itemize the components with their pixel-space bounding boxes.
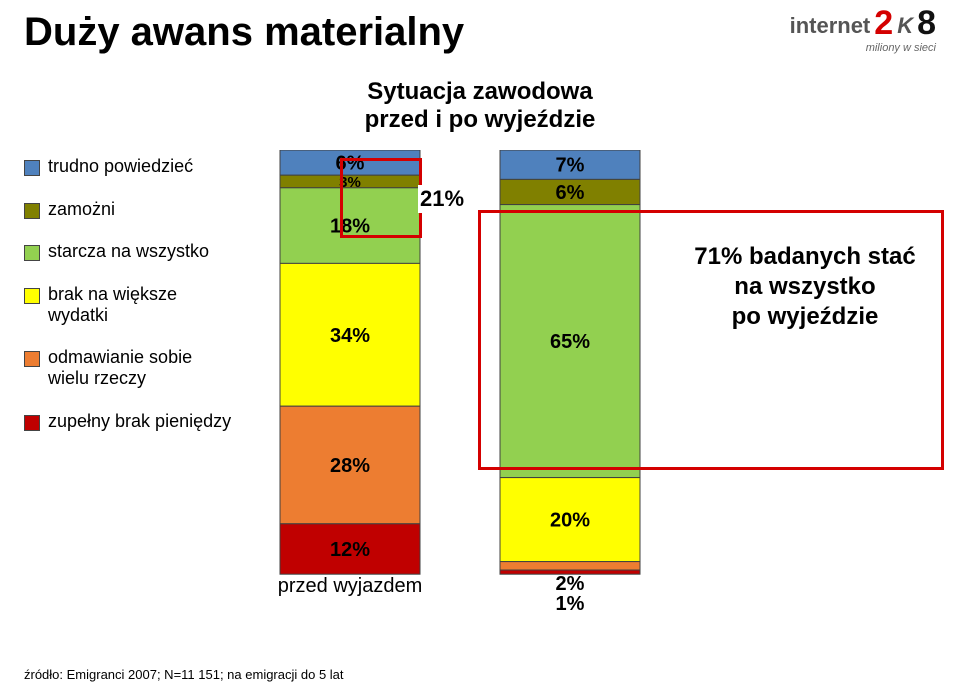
source-text: źródło: Emigranci 2007; N=11 151; na emi… (24, 667, 344, 682)
legend-label: odmawianie sobie wielu rzeczy (48, 347, 234, 388)
callout-21pct: 21% (418, 185, 466, 213)
legend-item: zupełny brak pieniędzy (24, 411, 234, 432)
legend-swatch (24, 245, 40, 261)
chart-subtitle: Sytuacja zawodowaprzed i po wyjeździe (300, 78, 660, 134)
segment-label: 7% (556, 155, 585, 177)
bar-segment (500, 562, 640, 570)
page-title: Duży awans materialny (24, 10, 464, 55)
segment-label: 28% (330, 455, 370, 477)
legend-label: zupełny brak pieniędzy (48, 411, 231, 432)
segment-label: 6% (556, 182, 585, 204)
bar-segment (500, 570, 640, 574)
segment-label: 1% (556, 593, 585, 610)
legend-item: trudno powiedzieć (24, 156, 234, 177)
callout-box (340, 158, 422, 238)
legend-swatch (24, 288, 40, 304)
logo-two: 2 (874, 4, 893, 43)
legend-label: trudno powiedzieć (48, 156, 193, 177)
legend-label: zamożni (48, 199, 115, 220)
legend-label: starcza na wszystko (48, 241, 209, 262)
legend-item: zamożni (24, 199, 234, 220)
segment-label: 12% (330, 539, 370, 561)
legend-item: odmawianie sobie wielu rzeczy (24, 347, 234, 388)
legend: trudno powiedzieć zamożni starcza na wszys… (24, 156, 234, 454)
callout-text: 71% badanych staćna wszystkopo wyjeździe (680, 242, 930, 332)
legend-swatch (24, 351, 40, 367)
segment-label: 34% (330, 325, 370, 347)
legend-item: starcza na wszystko (24, 241, 234, 262)
legend-label: brak na większe wydatki (48, 284, 234, 325)
logo-k: K (897, 13, 913, 39)
logo-text: internet (790, 13, 871, 39)
bar-category-label: przed wyjazdem (278, 575, 423, 597)
logo-eight: 8 (917, 4, 936, 43)
legend-swatch (24, 160, 40, 176)
segment-label: 20% (550, 510, 590, 532)
slide-root: { "title": "Duży awans materialny", "log… (0, 0, 960, 696)
legend-item: brak na większe wydatki (24, 284, 234, 325)
legend-swatch (24, 203, 40, 219)
segment-label: 2% (556, 573, 585, 595)
legend-swatch (24, 415, 40, 431)
logo-sub: miliony w sieci (866, 42, 936, 54)
logo: internet 2 K 8 (790, 6, 936, 45)
